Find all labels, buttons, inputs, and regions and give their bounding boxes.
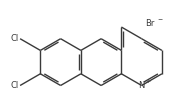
Text: Br: Br bbox=[146, 19, 155, 28]
Text: N: N bbox=[139, 81, 145, 90]
Text: Cl: Cl bbox=[11, 81, 19, 90]
Text: Cl: Cl bbox=[11, 34, 19, 43]
Text: −: − bbox=[158, 17, 163, 22]
Text: +: + bbox=[146, 79, 151, 84]
